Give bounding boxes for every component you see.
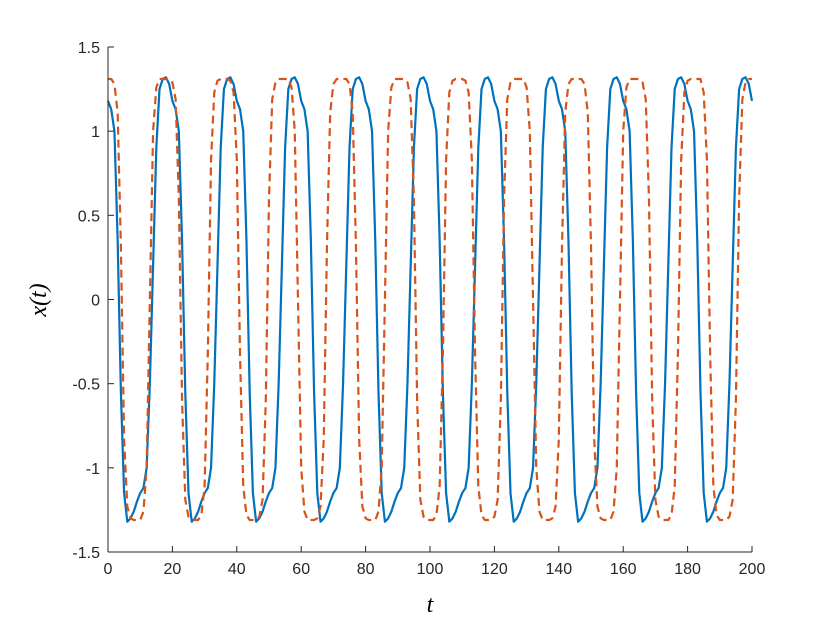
x-tick-label: 100 <box>417 561 444 578</box>
y-tick-label: 0.5 <box>78 208 100 225</box>
y-axis-title: x(t) <box>26 283 52 317</box>
x-tick-label: 20 <box>164 561 182 578</box>
x-tick-label: 120 <box>481 561 508 578</box>
y-tick-label: 1 <box>91 124 100 141</box>
y-tick-label: -0.5 <box>72 377 100 394</box>
x-tick-label: 160 <box>610 561 637 578</box>
x-axis-title: t <box>427 592 435 618</box>
x-tick-label: 140 <box>545 561 572 578</box>
x-tick-label: 180 <box>674 561 701 578</box>
x-tick-label: 40 <box>228 561 246 578</box>
y-tick-label: -1.5 <box>72 545 100 562</box>
x-tick-label: 0 <box>104 561 113 578</box>
y-tick-label: 1.5 <box>78 40 100 57</box>
x-tick-label: 80 <box>357 561 375 578</box>
y-tick-label: 0 <box>91 293 100 310</box>
x-tick-label: 200 <box>739 561 766 578</box>
x-tick-label: 60 <box>292 561 310 578</box>
y-tick-label: -1 <box>86 461 100 478</box>
series-line <box>106 76 754 523</box>
series-line <box>108 77 752 522</box>
